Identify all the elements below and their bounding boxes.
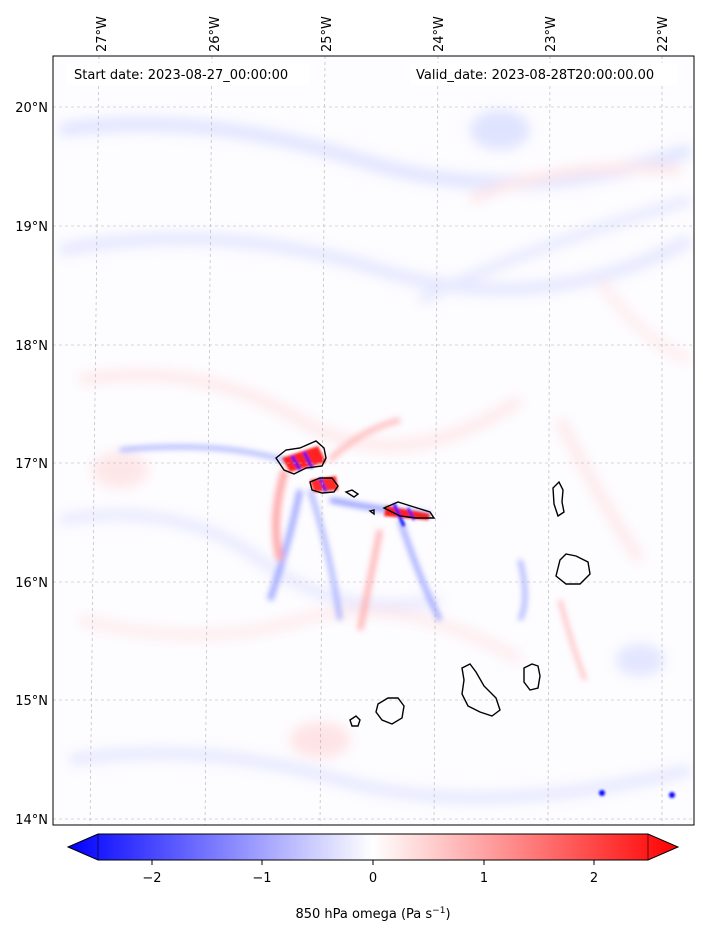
lat-tick-label: 19°N [15, 220, 48, 235]
colorbar-label-main: 850 hPa omega (Pa s [295, 907, 432, 922]
lon-tick-label: 27°W [95, 16, 110, 52]
valid-date-label: Valid_date: 2023-08-28T20:00:00.00 [416, 68, 654, 83]
valid-date-box [410, 63, 678, 85]
colorbar-tick-label: 2 [590, 871, 598, 886]
lat-tick-label: 20°N [15, 101, 48, 116]
start-date-box [66, 63, 310, 85]
lat-tick-label: 18°N [15, 339, 48, 354]
island-brava [349, 715, 361, 727]
map-frame [52, 55, 695, 826]
lat-tick-label: 17°N [15, 457, 48, 472]
colorbar-label-end: ) [445, 907, 450, 922]
start-date-label: Start date: 2023-08-27_00:00:00 [74, 68, 288, 83]
island-santiago [461, 663, 501, 717]
lon-tick-label: 24°W [432, 16, 447, 52]
island-boa-vista [555, 553, 591, 585]
colorbar-label-superscript: −1 [432, 906, 445, 916]
lon-tick-label: 25°W [320, 16, 335, 52]
lat-tick-label: 15°N [15, 694, 48, 709]
lat-tick-label: 14°N [15, 813, 48, 828]
colorbar-label: 850 hPa omega (Pa s−1) [295, 906, 450, 922]
island-santo-antao [275, 440, 327, 475]
island-sao-vicente [309, 477, 339, 494]
gridlines [53, 56, 694, 825]
island-fogo [375, 697, 405, 725]
island-maio [523, 663, 541, 691]
lat-tick-labels: 20°N 19°N 18°N 17°N 16°N 15°N 14°N [15, 101, 48, 828]
coastlines [275, 440, 591, 727]
island-sao-nicolau [382, 501, 436, 519]
island-branco [368, 509, 375, 516]
omega-field [58, 110, 693, 803]
colorbar: −2 −1 0 1 2 850 hPa omega (Pa s−1) [66, 833, 680, 922]
lon-tick-labels: 27°W 26°W 25°W 24°W 23°W 22°W [95, 16, 671, 52]
colorbar-ticks [151, 860, 595, 865]
colorbar-tick-label: −2 [142, 871, 161, 886]
colorbar-tick-label: −1 [252, 871, 271, 886]
colorbar-bar [66, 833, 680, 861]
lon-tick-label: 22°W [656, 16, 671, 52]
lon-tick-label: 23°W [544, 16, 559, 52]
island-santa-luzia [344, 489, 360, 498]
lon-tick-label: 26°W [208, 16, 223, 52]
colorbar-tick-label: 1 [480, 871, 488, 886]
island-sal [552, 480, 565, 518]
lat-tick-label: 16°N [15, 576, 48, 591]
colorbar-tick-label: 0 [369, 871, 377, 886]
